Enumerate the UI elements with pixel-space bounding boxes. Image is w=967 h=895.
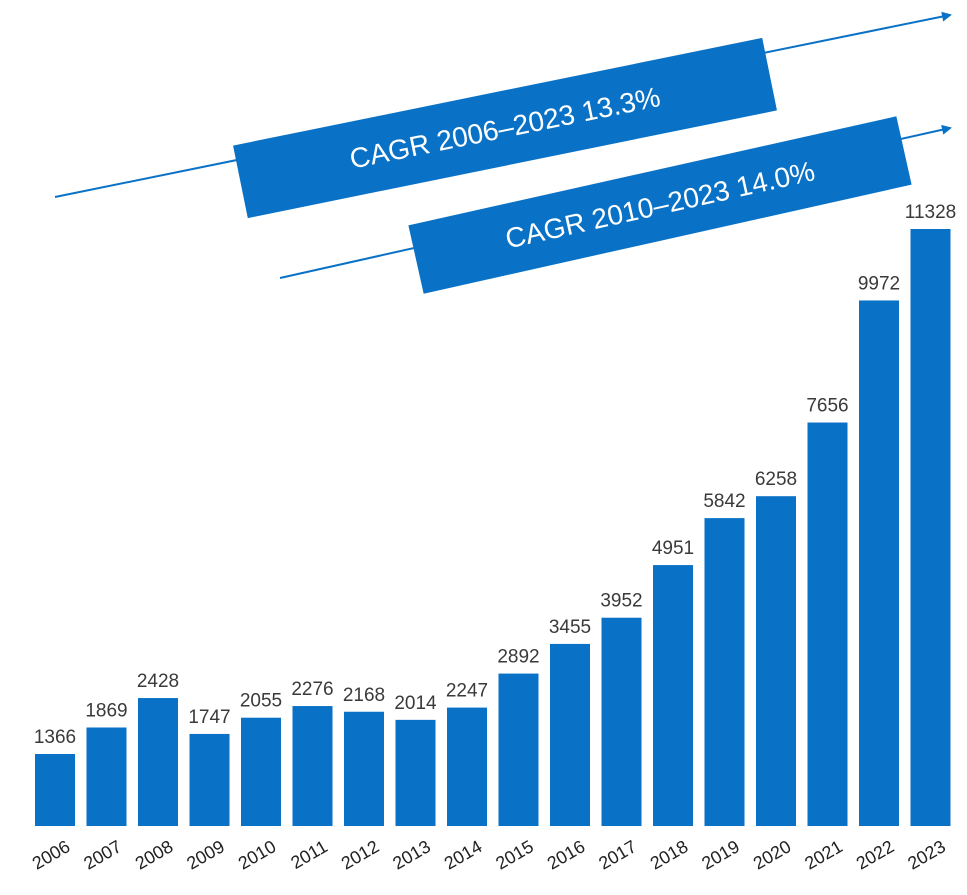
x-tick-label: 2011 (287, 836, 331, 873)
value-label: 1747 (188, 707, 230, 728)
bar (35, 754, 75, 826)
bar (653, 565, 693, 826)
bar (138, 698, 178, 826)
x-tick-label: 2021 (801, 836, 846, 873)
value-label: 5842 (703, 491, 745, 512)
value-label: 2892 (497, 647, 539, 668)
x-tick-label: 2020 (750, 836, 795, 873)
value-label: 2276 (291, 679, 333, 700)
bar (86, 727, 127, 826)
value-label: 4951 (652, 538, 694, 559)
value-label: 3455 (549, 617, 591, 638)
x-tick-label: 2008 (132, 836, 177, 873)
value-label: 2014 (394, 693, 437, 714)
x-tick-label: 2022 (853, 836, 898, 873)
value-label: 2168 (343, 685, 385, 706)
bar (498, 673, 539, 826)
bar (395, 719, 436, 826)
x-tick-label: 2017 (595, 836, 640, 873)
x-tick-label: 2009 (183, 836, 228, 873)
bar (447, 707, 487, 826)
value-label: 7656 (806, 396, 848, 417)
value-label: 1366 (34, 727, 76, 748)
value-label: 11328 (905, 202, 956, 223)
x-tick-label: 2019 (698, 836, 743, 873)
x-tick-label: 2018 (647, 836, 692, 873)
bar (601, 617, 642, 826)
x-tick-label: 2015 (492, 836, 537, 873)
bar (704, 518, 745, 826)
bar (241, 717, 281, 826)
cagr-box-bg (408, 116, 912, 294)
x-tick-label: 2006 (29, 836, 74, 873)
value-label: 2428 (137, 671, 179, 692)
value-label: 3952 (600, 591, 642, 612)
bar (189, 733, 230, 826)
bar (756, 496, 796, 826)
value-label: 6258 (755, 469, 797, 490)
x-tick-label: 2023 (904, 836, 949, 873)
x-tick-label: 2010 (235, 836, 280, 873)
x-tick-label: 2012 (338, 836, 383, 873)
value-label: 9972 (858, 273, 900, 294)
bar (550, 643, 590, 826)
bar (807, 422, 848, 826)
x-tick-label: 2014 (441, 836, 486, 873)
value-label: 1869 (85, 701, 127, 722)
bar (910, 229, 951, 826)
x-tick-label: 2016 (544, 836, 589, 873)
value-label: 2247 (446, 681, 488, 702)
bar (859, 300, 899, 827)
bar (292, 706, 333, 826)
x-tick-label: 2013 (389, 836, 434, 873)
value-label: 2055 (240, 691, 282, 712)
bar (344, 711, 384, 826)
cagr-box-bg (233, 37, 777, 219)
x-tick-label: 2007 (80, 836, 125, 873)
